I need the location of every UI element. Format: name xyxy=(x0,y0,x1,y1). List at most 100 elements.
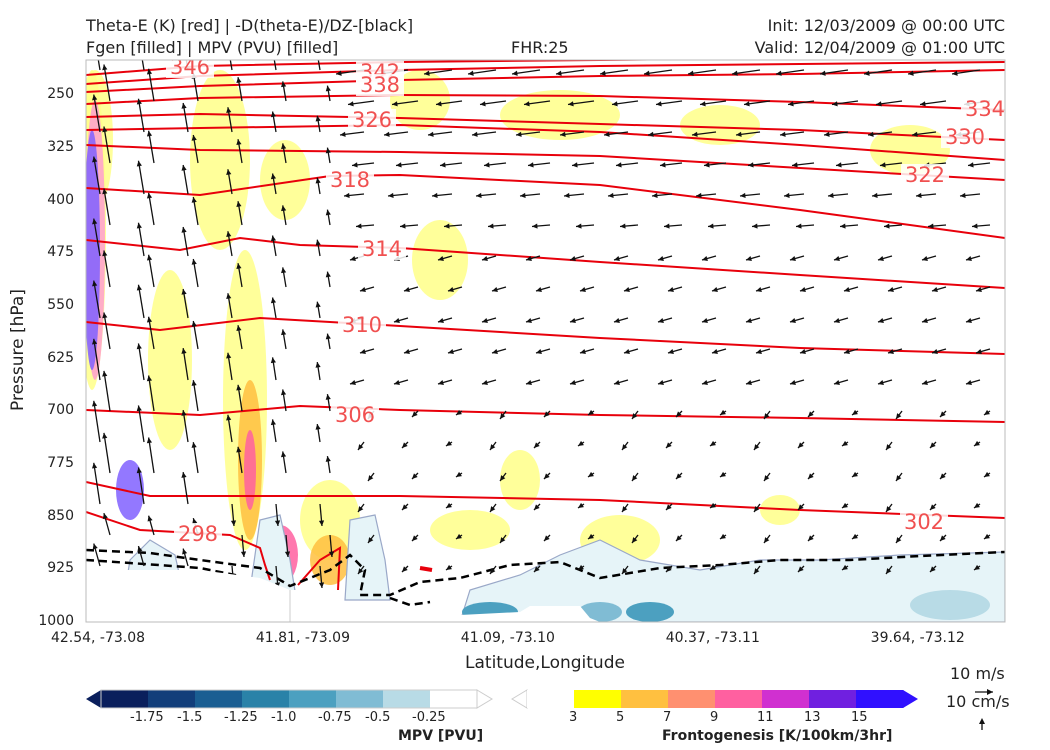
wind-arrow-head xyxy=(520,192,526,199)
wind-arrow xyxy=(863,69,893,76)
wind-arrow-head xyxy=(270,357,276,364)
wind-arrow xyxy=(807,472,815,480)
wind-arrow xyxy=(735,131,761,137)
wind-arrow-head xyxy=(834,256,840,262)
wind-arrow xyxy=(631,472,639,482)
wind-arrow-head xyxy=(270,111,277,118)
wind-arrow xyxy=(577,502,585,509)
wind-arrow xyxy=(907,69,937,76)
wind-arrow xyxy=(667,286,683,293)
wind-arrow-head xyxy=(280,389,287,396)
wind-arrow xyxy=(895,410,903,420)
wind-arrow xyxy=(270,357,277,381)
wind-arrow-head xyxy=(930,566,936,572)
wind-arrow xyxy=(487,223,507,229)
wind-arrow-head xyxy=(236,325,242,331)
wind-arrow xyxy=(191,380,199,412)
wind-arrow-head xyxy=(886,568,892,574)
wind-arrow-head xyxy=(896,413,902,419)
mpv-colorbar-arrow-right xyxy=(476,689,493,709)
wind-arrow xyxy=(587,533,595,540)
wind-arrow-head xyxy=(580,349,586,355)
wind-arrow xyxy=(146,68,155,102)
wind-arrow-head xyxy=(438,380,444,386)
fgen-shade xyxy=(870,125,950,175)
wind-arrow-head xyxy=(790,256,796,262)
wind-arrow-head xyxy=(281,267,287,274)
wind-arrow-head xyxy=(476,192,482,199)
wind-arrow-head xyxy=(360,349,366,355)
contour-label-bg xyxy=(174,523,222,545)
wind-arrow-head xyxy=(792,162,798,168)
wind-arrow xyxy=(191,442,199,474)
wind-arrow xyxy=(879,162,903,168)
contour-label: 322 xyxy=(905,163,945,187)
wind-arrow xyxy=(281,267,287,288)
wind-arrow xyxy=(328,534,335,558)
wind-arrow-head xyxy=(796,223,802,229)
wind-arrow-head xyxy=(930,504,936,510)
wind-arrow xyxy=(236,139,243,164)
wind-arrow-head xyxy=(136,467,142,474)
wind-arrow xyxy=(789,379,805,386)
wind-arrow xyxy=(695,192,717,199)
colorbars xyxy=(86,689,918,709)
wind-arrow-head xyxy=(482,318,488,324)
wind-arrow xyxy=(91,400,101,443)
contour-label-bg xyxy=(900,511,948,533)
wind-arrow-head xyxy=(226,45,231,51)
wind-arrow xyxy=(281,81,287,102)
fgen-colorbar-tick: 15 xyxy=(851,710,868,725)
wind-arrow-head xyxy=(472,131,478,137)
wind-arrow xyxy=(315,239,321,257)
wind-arrow xyxy=(931,348,947,355)
wind-arrow-head xyxy=(102,370,108,377)
wind-arrow-shaft xyxy=(229,60,233,71)
wind-arrow xyxy=(709,502,717,509)
wind-arrow-head xyxy=(146,130,153,137)
wind-arrow-head xyxy=(668,349,674,355)
contour-label: 310 xyxy=(342,313,382,337)
wind-arrow xyxy=(579,348,595,355)
wind-arrow-head xyxy=(834,380,840,386)
contour-label-bg xyxy=(901,164,949,186)
theta-e-line xyxy=(86,236,1005,289)
wind-arrow xyxy=(359,348,375,355)
wind-arrow xyxy=(102,126,111,164)
wind-arrow-head xyxy=(702,380,708,386)
wind-arrow-head xyxy=(676,473,682,479)
wind-arrow xyxy=(885,565,893,575)
wind-arrow xyxy=(411,534,419,542)
wind-arrow-head xyxy=(984,471,990,477)
fgen-colorbar-cell xyxy=(527,690,575,708)
y-tick-label: 775 xyxy=(47,454,74,471)
wind-arrow-head xyxy=(500,475,506,481)
wind-arrow xyxy=(191,258,199,288)
wind-arrow xyxy=(603,131,629,137)
wind-arrow-head xyxy=(392,101,398,107)
wind-arrow xyxy=(236,77,243,102)
wind-arrow xyxy=(739,192,761,199)
wind-arrow xyxy=(236,384,243,412)
contour-label: 298 xyxy=(178,522,218,546)
wind-arrow xyxy=(191,320,199,350)
wind-arrow xyxy=(489,441,497,451)
dthetae-dashed-line xyxy=(86,548,1005,597)
wind-arrow xyxy=(823,131,849,137)
wind-arrow-head xyxy=(746,318,752,324)
wind-arrow xyxy=(569,379,585,386)
y-tick-label: 1000 xyxy=(38,613,74,629)
wind-arrow-head xyxy=(570,380,576,386)
wind-arrow-head xyxy=(92,33,97,39)
wind-arrow-head xyxy=(928,223,934,229)
wind-arrow-head xyxy=(820,70,826,76)
wind-arrow xyxy=(799,286,815,293)
mpv-colorbar-tick: -1.25 xyxy=(224,710,258,725)
wind-arrow xyxy=(921,379,937,386)
wind-arrow-head xyxy=(516,131,522,137)
wind-arrow xyxy=(631,410,639,420)
wind-arrow-shaft xyxy=(103,370,111,412)
wind-arrow-head xyxy=(952,70,958,76)
wind-arrow-head xyxy=(488,223,494,229)
wind-arrow xyxy=(885,441,893,451)
